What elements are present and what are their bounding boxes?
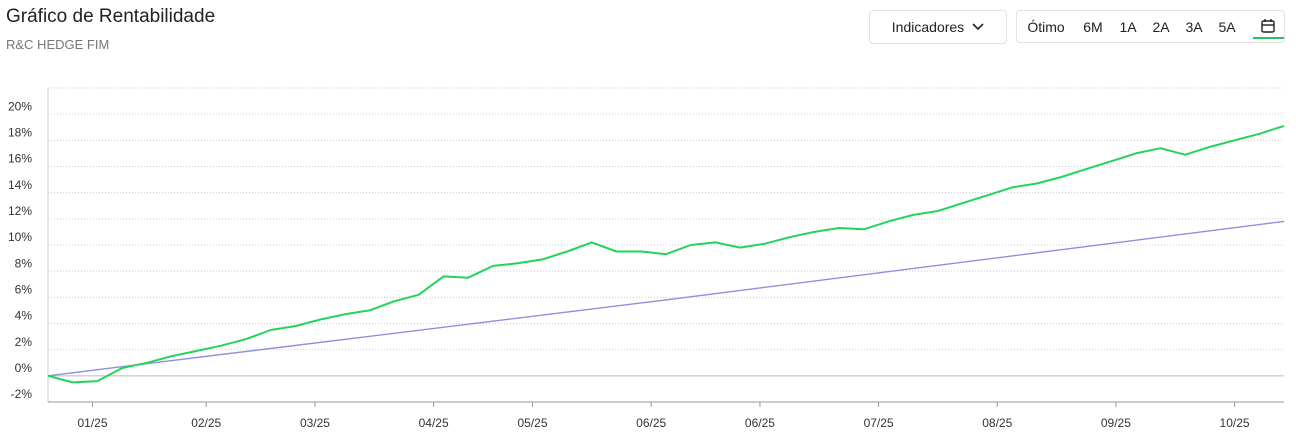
y-tick-label: 12% [8, 204, 32, 218]
period-button[interactable]: 6M [1083, 19, 1103, 35]
chevron-icon [972, 23, 984, 31]
y-tick-label: 2% [15, 335, 33, 349]
x-tick-label: 09/25 [1101, 416, 1131, 430]
y-tick-label: 0% [15, 361, 33, 375]
period-button[interactable]: 5A [1218, 19, 1236, 35]
y-tick-label: 14% [8, 178, 32, 192]
y-tick-label: 18% [8, 126, 32, 140]
period-button[interactable]: 2A [1152, 19, 1170, 35]
active-underline [1253, 37, 1284, 39]
y-tick-label: 16% [8, 152, 32, 166]
period-group: Ótimo 6M 1A 2A 3A 5A [1016, 10, 1285, 43]
x-tick-label: 07/25 [864, 416, 894, 430]
x-tick-label: 04/25 [419, 416, 449, 430]
x-tick-label: 01/25 [77, 416, 107, 430]
y-tick-label: 10% [8, 230, 32, 244]
x-tick-label: 02/25 [191, 416, 221, 430]
series-line [47, 124, 1285, 384]
y-tick-label: 8% [15, 256, 33, 270]
x-tick-label: 06/25 [745, 416, 775, 430]
y-tick-label: 20% [8, 99, 32, 113]
x-tick-label: 05/25 [517, 416, 547, 430]
indicators-label: Indicadores [891, 19, 965, 35]
period-button[interactable]: 3A [1185, 19, 1203, 35]
title: Gráfico de Rentabilidade [6, 6, 216, 27]
calendar-icon[interactable] [1260, 18, 1276, 34]
period-button[interactable]: Ótimo [1027, 19, 1065, 35]
series-line [47, 220, 1285, 377]
subtitle: R&C HEDGE FIM [6, 37, 110, 52]
x-tick-label: 10/25 [1220, 416, 1250, 430]
indicators-button[interactable]: Indicadores [869, 10, 1007, 44]
x-tick-label: 06/25 [636, 416, 666, 430]
period-button[interactable]: 1A [1119, 19, 1137, 35]
y-tick-label: 4% [15, 309, 33, 323]
x-tick-label: 08/25 [982, 416, 1012, 430]
x-tick-label: 03/25 [300, 416, 330, 430]
y-tick-label: -2% [11, 387, 33, 401]
y-tick-label: 6% [15, 283, 33, 297]
